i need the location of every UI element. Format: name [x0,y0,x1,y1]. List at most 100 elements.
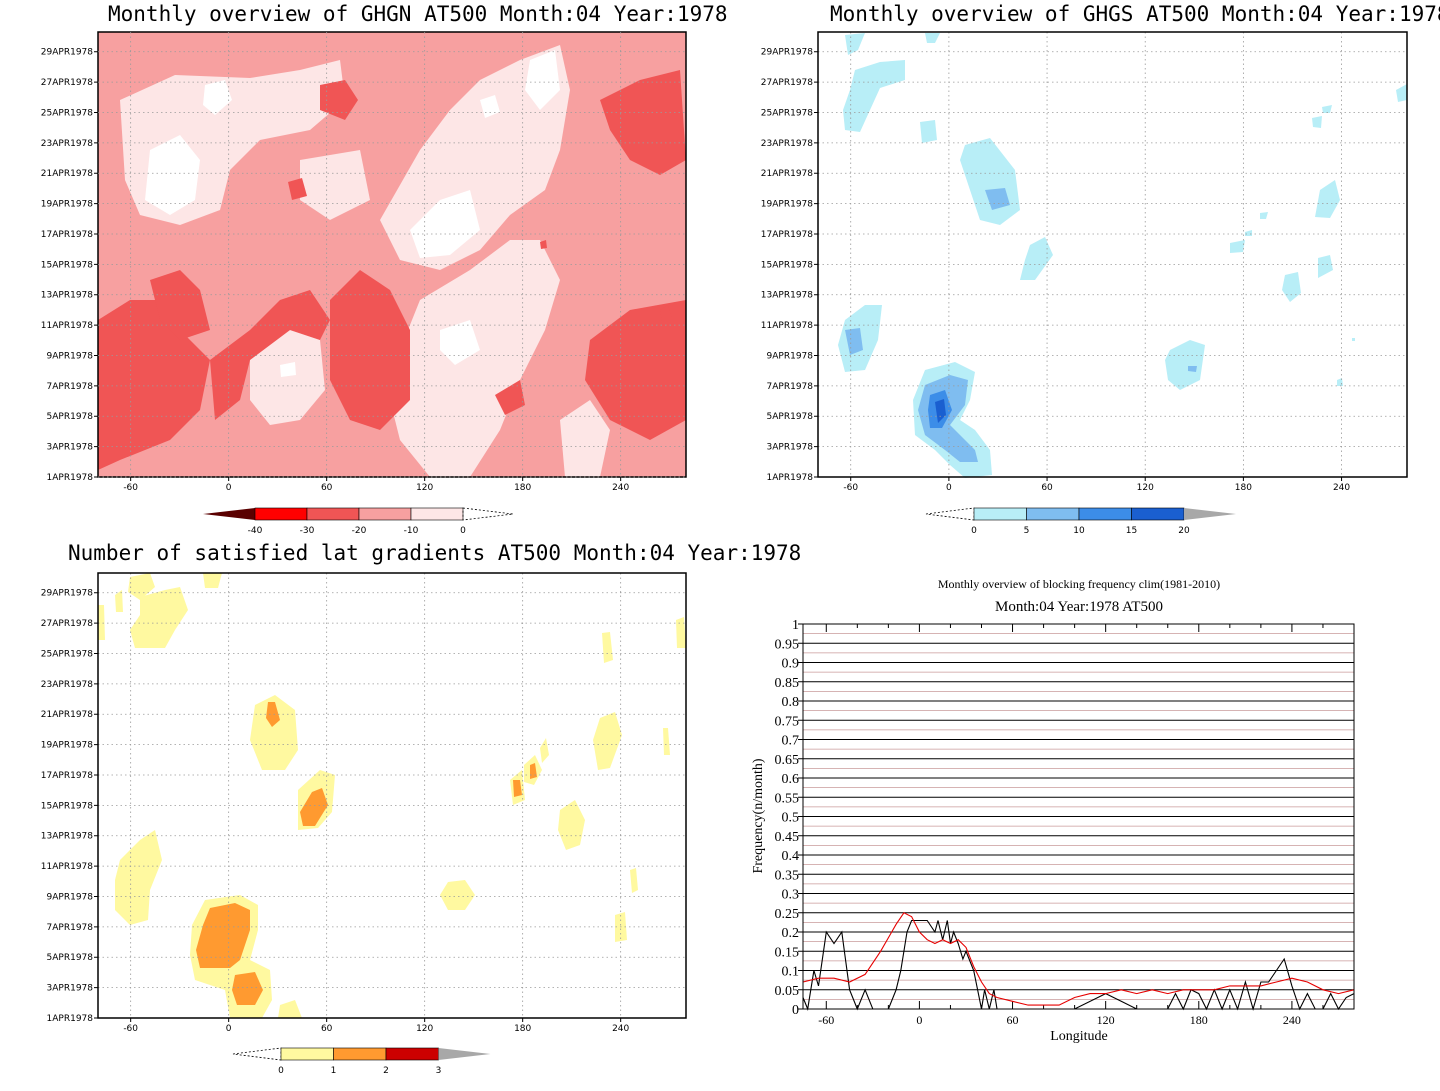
colorbar-label: -40 [248,526,263,536]
colorbar-extend-left [203,508,255,520]
ghgn-grid [98,32,686,478]
colorbar-swatch [410,507,464,521]
map-ytick-label: 7APR1978 [767,382,814,392]
gradients-frame [97,572,687,1019]
xtick-label: 180 [1190,1013,1208,1027]
ytick-label: 0.05 [775,984,800,999]
gradients-colorbar: 0 1 2 3 [232,1047,491,1076]
map-ytick-label: 13APR1978 [41,291,93,301]
colorbar-swatch [1026,507,1080,521]
map-ytick-label: 11APR1978 [761,321,813,331]
colorbar-label: 0 [278,1066,284,1076]
xtick-label: -60 [818,1013,834,1027]
map-ytick-label: 9APR1978 [47,351,94,361]
map-axis-ticks: -60 0 60 120 180 240 1APR1978 3APR1978 5APR1978 7… [41,48,1351,1034]
ytick-label: 0.4 [782,849,800,864]
colorbars: -40 -30 -20 -10 0 0 5 10 15 200 1 2 3 [203,507,1236,1076]
colorbar-label: -30 [300,526,315,536]
map-xtick-label: 180 [514,1024,531,1034]
ytick-label: 0.25 [775,907,800,922]
ytick-label: 0.3 [782,888,800,903]
map-ytick-label: 11APR1978 [41,321,93,331]
ytick-label: 1 [792,618,799,633]
gradients-grid [98,573,686,1019]
map-ytick-label: 27APR1978 [41,619,93,629]
map-ytick-label: 17APR1978 [41,230,93,240]
map-xtick-label: -60 [123,483,138,493]
colorbar-label: 10 [1073,526,1085,536]
ghgn-colorbar: -40 -30 -20 -10 0 [203,507,514,536]
map-ytick-label: 3APR1978 [767,443,814,453]
colorbar-swatch [306,507,360,521]
xtick-label: 60 [1007,1013,1019,1027]
ytick-label: 0.85 [775,676,800,691]
colorbar-swatch [973,507,1027,521]
ghgs-title: Monthly overview of GHGS AT500 Month:04 … [830,2,1440,26]
map-ytick-label: 25APR1978 [761,108,813,118]
chart-title: Monthly overview of blocking frequency c… [938,577,1220,591]
gradients-background-field [98,573,686,1018]
map-ytick-label: 19APR1978 [41,741,93,751]
colorbar-label: 0 [971,526,977,536]
map-xtick-label: -60 [843,483,858,493]
colorbar-swatch [358,507,412,521]
map-ytick-label: 25APR1978 [41,108,93,118]
map-ytick-label: 9APR1978 [47,892,94,902]
map-xtick-label: 120 [1137,483,1154,493]
ghgn-title: Monthly overview of GHGN AT500 Month:04 … [108,2,728,26]
ytick-label: 0 [792,1003,799,1018]
colorbar-label: 1 [331,1066,337,1076]
map-ytick-label: 5APR1978 [47,953,94,963]
ytick-label: 0.45 [775,830,800,845]
map-ytick-label: 25APR1978 [41,649,93,659]
colorbar-extend-left [925,507,975,521]
map-ytick-label: 3APR1978 [47,984,94,994]
chart-subtitle: Month:04 Year:1978 AT500 [995,599,1163,615]
map-ytick-label: 9APR1978 [767,351,814,361]
ytick-label: 0.75 [775,714,800,729]
colorbar-label: 5 [1024,526,1030,536]
colorbar-label: 15 [1126,526,1137,536]
map-ytick-label: 1APR1978 [47,473,94,483]
ghgs-background-field [818,32,1407,477]
map-ytick-label: 17APR1978 [41,771,93,781]
map-xtick-label: 240 [1333,483,1350,493]
map-xtick-label: 0 [226,483,232,493]
xtick-label: 120 [1097,1013,1115,1027]
colorbar-swatch [254,507,308,521]
map-ytick-label: 15APR1978 [41,260,93,270]
chart-gridlines [803,623,1354,1010]
ghgs-colorbar: 0 5 10 15 20 [925,507,1236,536]
colorbar-label: -20 [352,526,367,536]
map-ytick-label: 5APR1978 [47,412,94,422]
x-axis-label: Longitude [1050,1029,1108,1044]
colorbar-swatch [280,1047,334,1061]
ytick-label: 0.9 [782,657,800,672]
ghgs-frame [817,31,1408,478]
map-ytick-label: 13APR1978 [41,832,93,842]
map-xtick-label: 240 [612,1024,629,1034]
colorbar-swatch [333,1047,387,1061]
map-xtick-label: -60 [123,1024,138,1034]
map-ytick-label: 1APR1978 [47,1014,94,1024]
ytick-label: 0.1 [782,965,800,980]
ghgn-map [97,31,687,478]
map-xtick-label: 0 [226,1024,232,1034]
map-ytick-label: 29APR1978 [41,589,93,599]
map-xtick-label: 60 [321,1024,333,1034]
map-xtick-label: 60 [1041,483,1053,493]
map-ytick-label: 11APR1978 [41,862,93,872]
map-ytick-label: 15APR1978 [41,801,93,811]
ytick-label: 0.7 [782,734,800,749]
ytick-label: 0.35 [775,868,800,883]
map-ytick-label: 29APR1978 [41,48,93,58]
map-xtick-label: 180 [1235,483,1252,493]
map-ytick-label: 1APR1978 [767,473,814,483]
colorbar-label: 3 [436,1066,442,1076]
colorbar-extend-right [438,1048,491,1060]
ghgs-grid [818,32,1407,478]
colorbar-extend-right [1184,508,1236,520]
map-ytick-label: 15APR1978 [761,260,813,270]
map-ytick-label: 27APR1978 [761,78,813,88]
